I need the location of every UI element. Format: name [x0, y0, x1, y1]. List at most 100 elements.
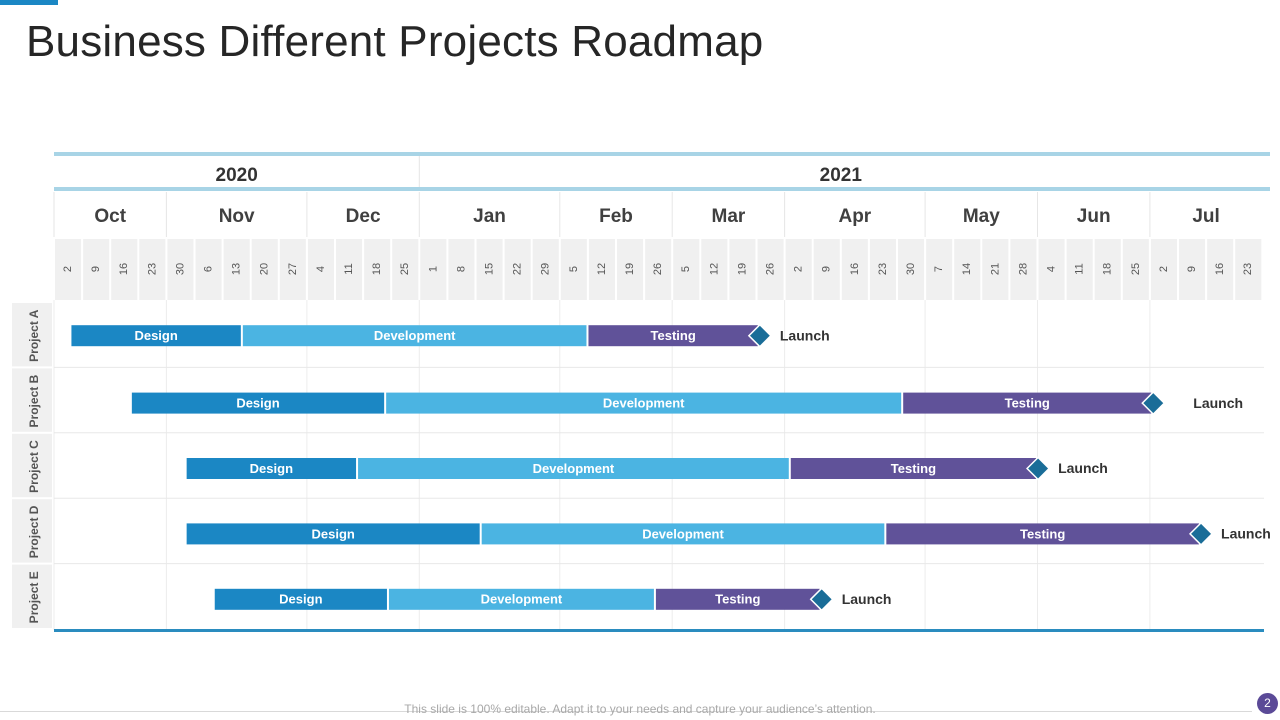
day-cell [1122, 239, 1149, 300]
phase-bar-development [358, 458, 789, 479]
launch-milestone-icon [1188, 521, 1214, 546]
day-cell [757, 239, 784, 300]
day-label: 23 [146, 263, 158, 275]
day-cell [195, 239, 222, 300]
day-cell [448, 239, 475, 300]
page-number-badge: 2 [1257, 693, 1278, 714]
day-label: 15 [483, 263, 495, 275]
day-label: 30 [174, 263, 186, 275]
phase-label: Development [374, 328, 456, 343]
day-label: 18 [371, 263, 383, 275]
day-cell [588, 239, 615, 300]
day-cell [279, 239, 306, 300]
day-label: 2 [793, 266, 805, 272]
month-label-jul: Jul [1192, 206, 1219, 227]
day-cell [869, 239, 896, 300]
phase-label: Development [481, 592, 563, 607]
footer-divider [0, 711, 1252, 712]
day-label: 26 [652, 263, 664, 275]
month-label-jun: Jun [1077, 206, 1111, 227]
day-label: 12 [596, 263, 608, 275]
phase-bar-testing [790, 458, 1037, 479]
day-label: 19 [736, 263, 748, 275]
day-cell [898, 239, 925, 300]
day-label: 2 [62, 266, 74, 272]
day-label: 9 [90, 266, 102, 272]
day-label: 19 [624, 263, 636, 275]
project-label: Project D [27, 505, 41, 558]
phase-label: Testing [715, 592, 760, 607]
year-header-bottom-line [54, 187, 1270, 191]
day-label: 4 [315, 266, 327, 272]
day-label: 11 [1074, 263, 1086, 274]
phase-bar-development [242, 325, 587, 347]
month-label-oct: Oct [94, 206, 126, 227]
day-cell [954, 239, 981, 300]
day-cell [532, 239, 559, 300]
day-label: 11 [343, 263, 355, 274]
day-cell [336, 239, 363, 300]
day-label: 14 [961, 263, 973, 275]
day-label: 1 [427, 266, 439, 272]
phase-bar-development [388, 588, 654, 610]
phase-label: Design [311, 526, 354, 541]
day-label: 22 [512, 263, 524, 275]
launch-label: Launch [1058, 460, 1108, 476]
day-cell [1066, 239, 1093, 300]
day-cell [785, 239, 812, 300]
day-cell [841, 239, 868, 300]
phase-label: Development [642, 526, 724, 541]
phase-bar-testing [655, 588, 820, 610]
day-cell [83, 239, 110, 300]
day-label: 16 [118, 263, 130, 275]
phase-bar-design [186, 523, 480, 545]
phase-label: Design [250, 461, 293, 476]
month-label-nov: Nov [219, 206, 255, 227]
day-cell [55, 239, 82, 300]
day-cell [1150, 239, 1177, 300]
month-label-apr: Apr [838, 206, 871, 227]
project-label-box [12, 368, 52, 432]
day-cell [111, 239, 138, 300]
day-cell [701, 239, 728, 300]
phase-bar-testing [588, 325, 758, 347]
phase-label: Design [134, 328, 177, 343]
day-label: 25 [399, 263, 411, 275]
day-label: 12 [708, 263, 720, 275]
launch-milestone-icon [1026, 456, 1051, 481]
day-cell [1094, 239, 1121, 300]
launch-milestone-icon [1141, 391, 1166, 416]
day-label: 13 [231, 263, 243, 275]
day-cell [560, 239, 587, 300]
launch-label: Launch [842, 591, 892, 607]
day-cell [167, 239, 194, 300]
day-cell [982, 239, 1009, 300]
day-cell [307, 239, 334, 300]
slide-title: Business Different Projects Roadmap [26, 17, 764, 66]
day-label: 5 [568, 266, 580, 272]
day-label: 6 [202, 266, 214, 272]
phase-label: Development [603, 396, 685, 411]
day-cell [223, 239, 250, 300]
day-cell [1038, 239, 1065, 300]
day-cell [729, 239, 756, 300]
day-label: 2 [1158, 266, 1170, 272]
launch-label: Launch [1193, 395, 1243, 411]
month-label-dec: Dec [346, 206, 381, 227]
day-cell [813, 239, 840, 300]
phase-label: Testing [651, 328, 696, 343]
phase-label: Design [279, 592, 322, 607]
launch-milestone-icon [809, 587, 834, 612]
project-label: Project C [27, 440, 41, 493]
day-label: 4 [1045, 266, 1057, 272]
phase-label: Testing [1020, 526, 1065, 541]
day-cell [1207, 239, 1234, 300]
day-label: 18 [1102, 263, 1114, 275]
day-label: 9 [1186, 266, 1198, 272]
phase-label: Design [236, 396, 279, 411]
phase-bar-development [386, 392, 902, 414]
day-label: 5 [680, 266, 692, 272]
month-label-may: May [963, 206, 1000, 227]
day-label: 25 [1130, 263, 1142, 275]
